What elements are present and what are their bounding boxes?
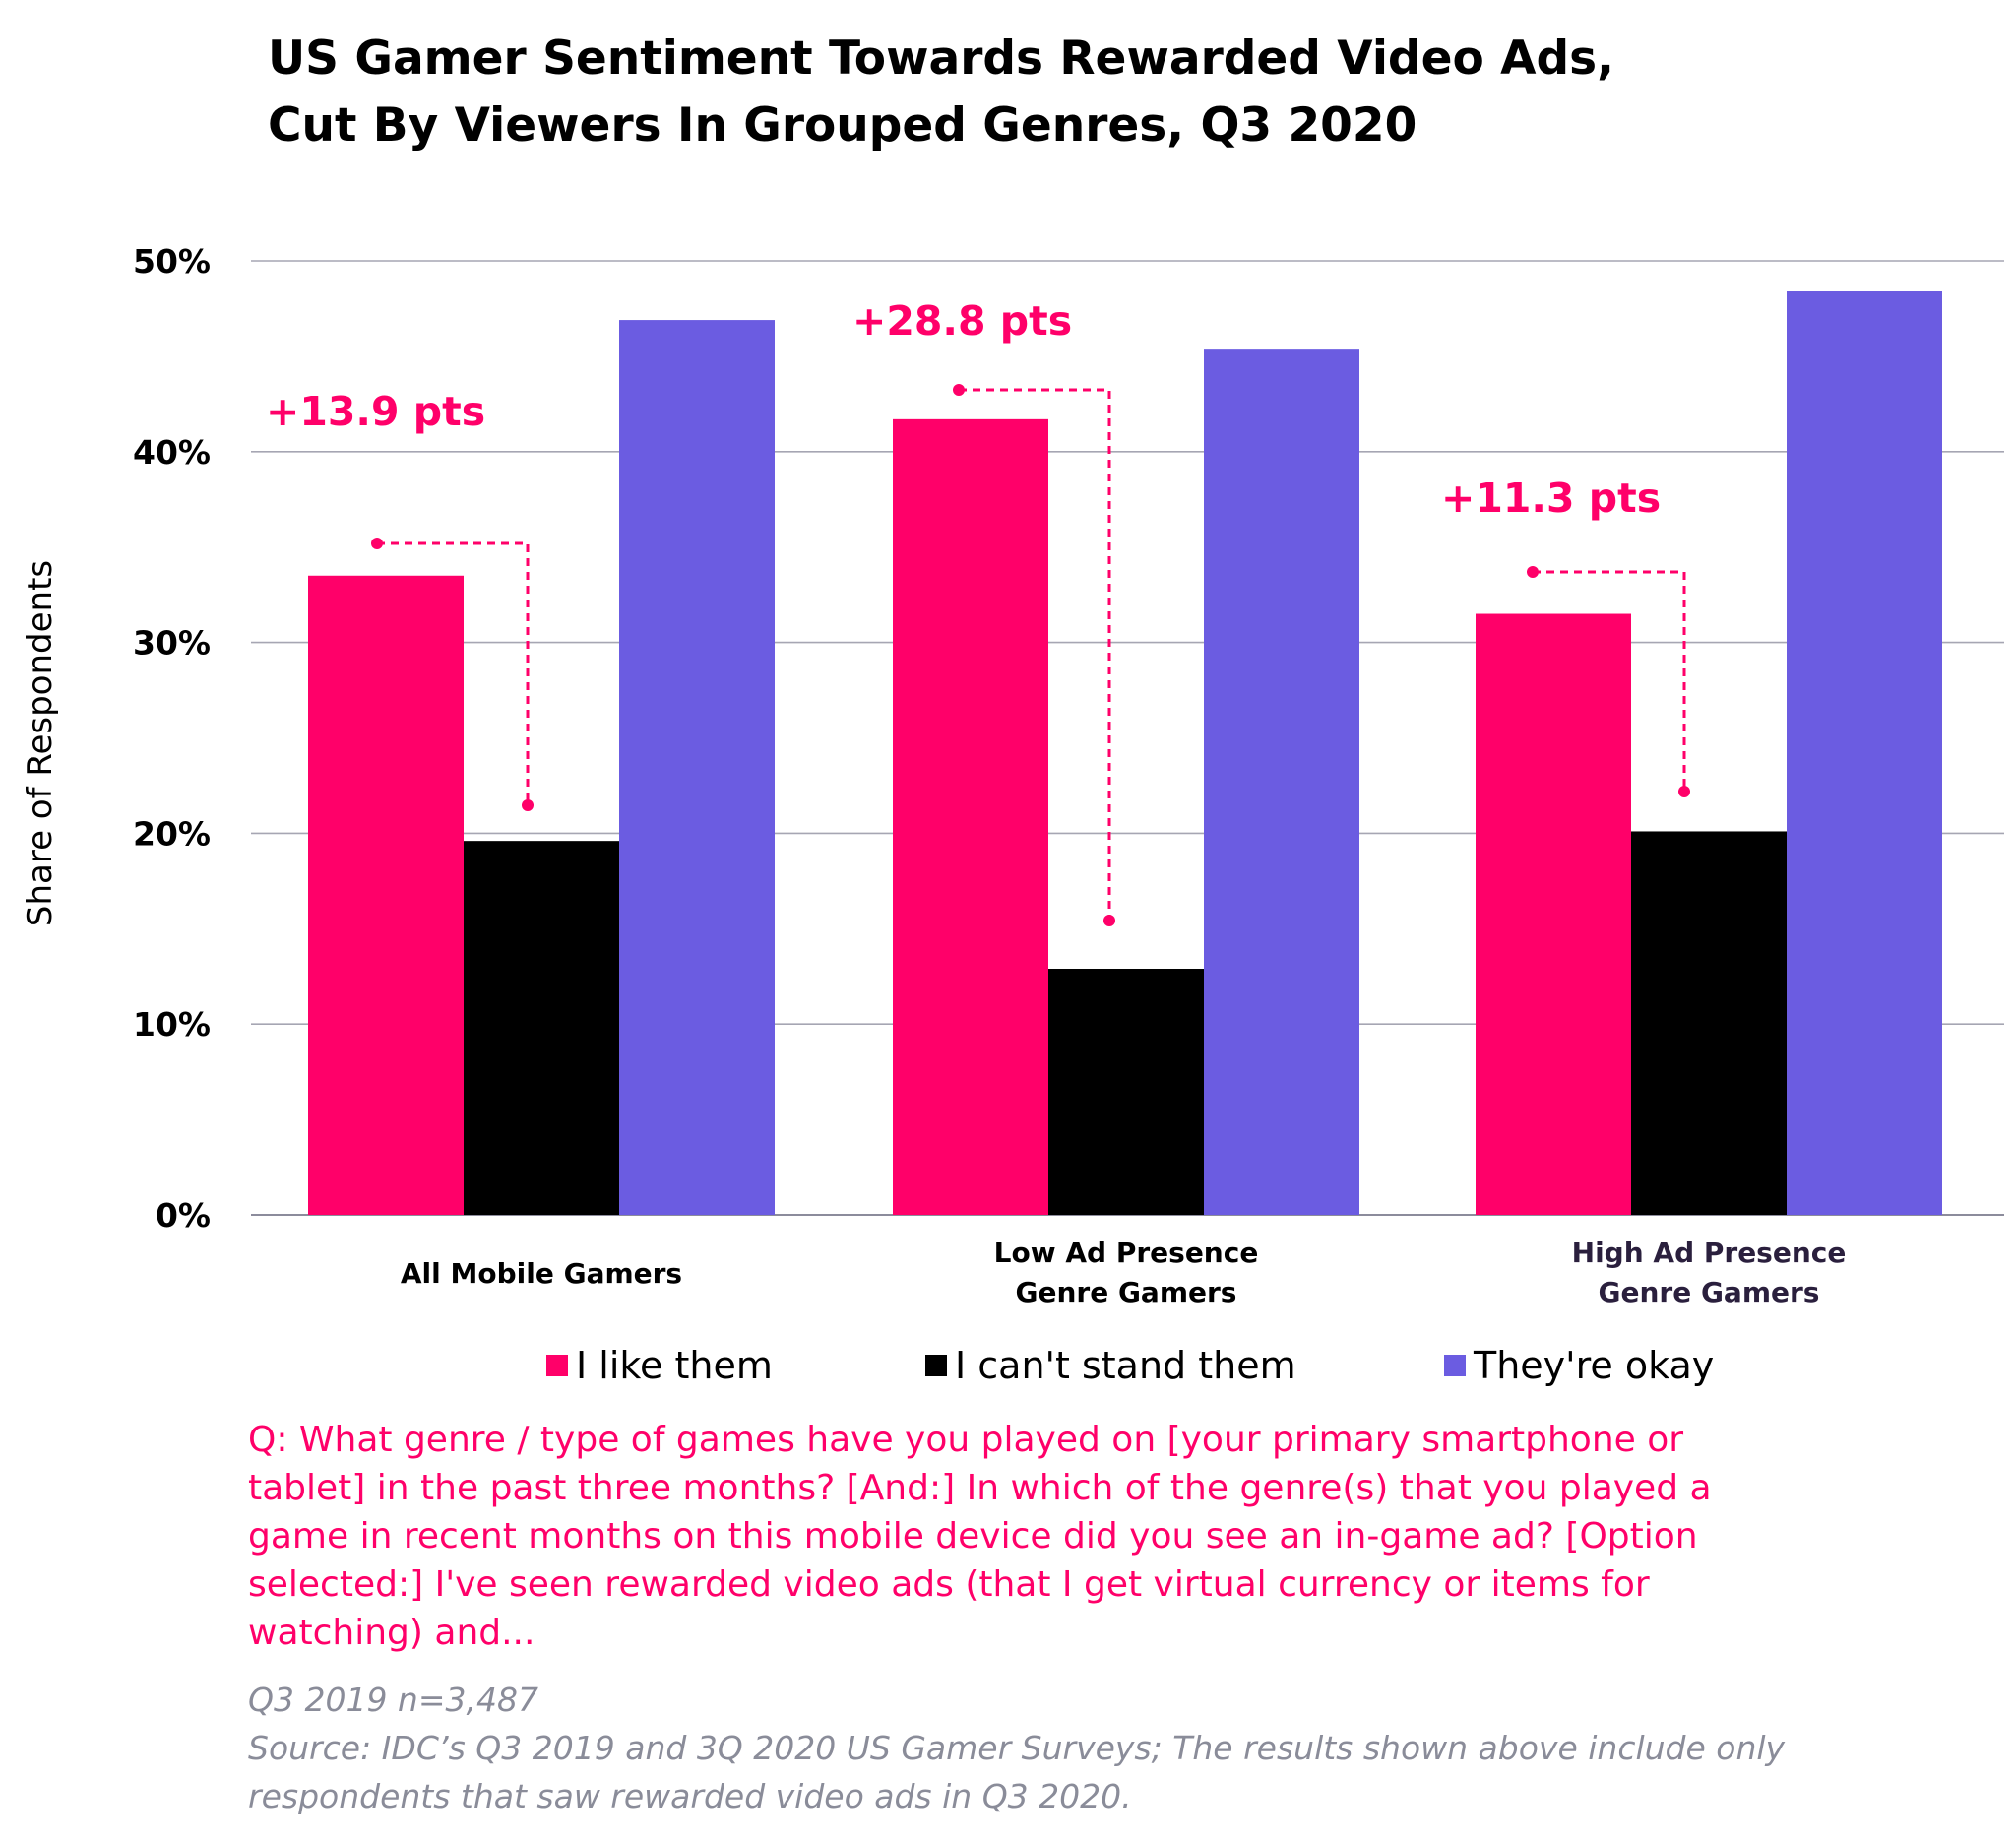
- annotation-start-dot-3: [1527, 566, 1539, 578]
- category-label-3-line-2: Genre Gamers: [1599, 1276, 1820, 1308]
- annotation-label-1: +13.9 pts: [266, 388, 485, 435]
- annotation-connector-3: [1533, 570, 1686, 792]
- bar-2-series-2: [1048, 968, 1204, 1215]
- y-tick-label-50: 50%: [133, 242, 211, 281]
- bar-chart: 0% 10% 20% 30% 40% 50% Share of Respondents All…: [21, 242, 2004, 1308]
- legend-label-okay: They're okay: [1474, 1344, 1715, 1387]
- legend-swatch-like: [546, 1355, 568, 1376]
- annotation-label-3: +11.3 pts: [1441, 475, 1661, 522]
- bar-1-series-1: [308, 575, 464, 1215]
- legend-item-okay: They're okay: [1444, 1344, 1714, 1387]
- bar-2-series-1: [893, 418, 1048, 1215]
- bar-2-series-3: [1204, 349, 1359, 1215]
- y-tick-label-0: 0%: [156, 1196, 211, 1235]
- annotation-label-2: +28.8 pts: [852, 297, 1072, 345]
- sample-size-note: Q3 2019 n=3,487: [248, 1681, 538, 1719]
- y-tick-label-40: 40%: [133, 433, 211, 472]
- chart-title: US Gamer Sentiment Towards Rewarded Vide…: [268, 26, 1941, 159]
- bar-1-series-3: [619, 320, 775, 1215]
- legend-swatch-okay: [1444, 1355, 1466, 1376]
- legend: I like them I can't stand them They're o…: [0, 1344, 2016, 1393]
- annotation-end-dot-1: [522, 799, 534, 811]
- bar-3-series-2: [1631, 831, 1787, 1215]
- category-label-2-line-2: Genre Gamers: [1016, 1276, 1237, 1308]
- legend-item-like: I like them: [546, 1344, 773, 1387]
- category-label-1-line-1: All Mobile Gamers: [401, 1257, 682, 1290]
- category-label-2-line-1: Low Ad Presence: [994, 1237, 1259, 1269]
- y-tick-label-20: 20%: [133, 814, 211, 853]
- legend-swatch-cant-stand: [925, 1355, 947, 1376]
- y-tick-label-10: 10%: [133, 1005, 211, 1044]
- legend-item-cant-stand: I can't stand them: [925, 1344, 1296, 1387]
- chart-title-line-2: Cut By Viewers In Grouped Genres, Q3 202…: [268, 98, 1418, 153]
- bar-3-series-1: [1476, 613, 1631, 1215]
- annotation-start-dot-2: [953, 384, 965, 396]
- annotation-end-dot-3: [1678, 786, 1690, 797]
- survey-question: Q: What genre / type of games have you p…: [248, 1420, 1712, 1653]
- annotation-start-dot-1: [371, 538, 383, 549]
- legend-label-cant-stand: I can't stand them: [955, 1344, 1296, 1387]
- bar-1-series-2: [464, 841, 619, 1215]
- category-label-3-line-1: High Ad Presence: [1572, 1237, 1847, 1269]
- source-note: Source: IDC’s Q3 2019 and 3Q 2020 US Gam…: [248, 1729, 1786, 1815]
- legend-label-like: I like them: [576, 1344, 773, 1387]
- annotation-end-dot-2: [1103, 915, 1115, 926]
- chart-title-line-1: US Gamer Sentiment Towards Rewarded Vide…: [268, 32, 1614, 86]
- bar-3-series-3: [1787, 291, 1942, 1215]
- y-axis-title: Share of Respondents: [21, 560, 60, 926]
- y-tick-label-30: 30%: [133, 624, 211, 663]
